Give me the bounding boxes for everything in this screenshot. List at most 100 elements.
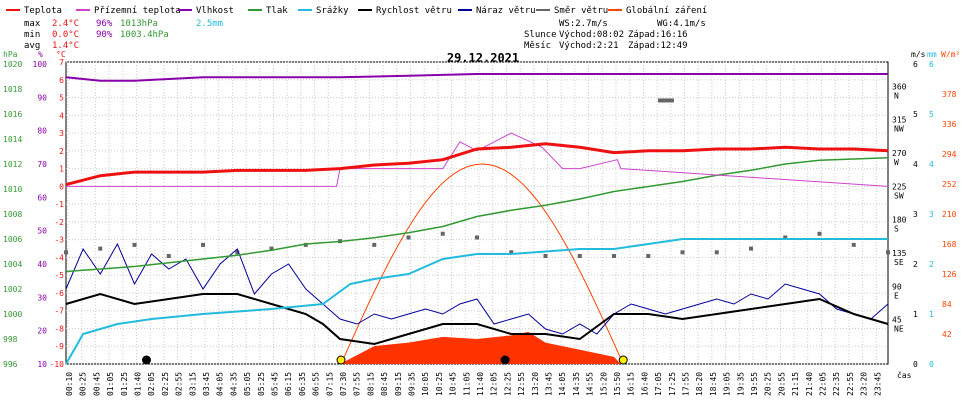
wind-dir-point — [714, 250, 719, 255]
tick-pct: 50 — [37, 227, 47, 236]
tick-time: 02:05 — [147, 372, 156, 396]
tick-c: -2 — [54, 218, 64, 227]
tick-time: 00:25 — [79, 372, 88, 396]
tick-time: 11:40 — [476, 372, 485, 396]
stats-max-rain: 2.5mm — [196, 19, 223, 29]
stats-min-hum: 90% — [96, 30, 113, 40]
tick-time: 01:25 — [120, 372, 129, 396]
tick-dir-letter: S — [894, 225, 899, 234]
tick-dir-letter: NE — [894, 325, 904, 334]
series-srazky — [65, 238, 888, 365]
tick-time: 20:55 — [777, 372, 786, 396]
wind-dir-point — [543, 254, 548, 258]
tick-time: 21:40 — [805, 372, 814, 396]
tick-hpa: 1002 — [3, 285, 22, 294]
tick-time: 10:25 — [435, 372, 444, 396]
tick-time: 06:35 — [298, 372, 307, 396]
tick-time: 16:40 — [640, 372, 649, 396]
tick-wm2: 252 — [942, 180, 957, 189]
series-teplota — [65, 142, 889, 187]
series-naraz — [65, 242, 889, 335]
wind-dir-point — [98, 246, 103, 251]
tick-c: 6 — [59, 76, 64, 85]
legend-smer: Směr větru — [554, 6, 608, 16]
tick-ms: 5 — [913, 110, 918, 119]
legend-naraz: Náraz větru — [476, 6, 536, 16]
info-moonset: Západ:12:49 — [628, 41, 688, 51]
tick-time: 08:15 — [366, 372, 375, 396]
unit-mm: mm — [927, 50, 937, 59]
stats-max-press: 1013hPa — [120, 19, 158, 29]
tick-dir-letter: NW — [894, 125, 904, 134]
tick-c: -9 — [54, 342, 64, 351]
tick-pct: 60 — [37, 193, 47, 202]
tick-c: -4 — [54, 253, 64, 262]
tick-c: -3 — [54, 236, 64, 245]
wind-dir-point — [749, 246, 753, 251]
info-sunset: Západ:16:16 — [628, 30, 688, 40]
tick-pct: 80 — [37, 127, 47, 136]
tick-dir: 90 — [892, 282, 902, 291]
tick-c: -7 — [54, 307, 64, 316]
unit-ms: m/s — [911, 50, 926, 59]
tick-time: 01:05 — [106, 372, 115, 396]
legend-rychlost: Rychlost větru — [376, 6, 452, 16]
tick-mm: 3 — [929, 210, 934, 219]
info-moonrise: Východ:2:21 — [559, 41, 619, 51]
tick-time: 20:25 — [764, 372, 773, 396]
tick-hpa: 1014 — [3, 135, 22, 144]
tick-ms: 4 — [913, 160, 918, 169]
legend-prizemni: Přízemní teplota — [94, 6, 181, 16]
info-wg: WG:4.1m/s — [657, 19, 706, 29]
wind-dir-point — [201, 242, 205, 247]
tick-time: 14:35 — [572, 372, 581, 396]
wind-dir-point — [440, 231, 445, 236]
tick-mm: 6 — [929, 60, 934, 69]
tick-time: 21:15 — [791, 372, 800, 396]
tick-wm2: 294 — [942, 150, 957, 159]
tick-c: 2 — [59, 147, 64, 156]
legend: Teplota Přízemní teplota Vlhkost Tlak Sr… — [6, 6, 707, 16]
tick-hpa: 1020 — [3, 60, 22, 69]
tick-pct: 20 — [37, 327, 47, 336]
wind-dir-point — [817, 231, 822, 236]
wind-dir-point — [509, 250, 514, 255]
stats-min-label: min — [24, 30, 40, 40]
wind-dir-point — [372, 242, 377, 247]
tick-hpa: 1010 — [3, 185, 22, 194]
tick-time: 10:05 — [421, 372, 430, 396]
tick-dir: 180 — [892, 216, 907, 225]
tick-time: 09:35 — [408, 372, 417, 396]
tick-hpa: 1008 — [3, 210, 22, 219]
wind-dir-point — [577, 254, 582, 258]
tick-pct: 100 — [33, 60, 48, 69]
stats-max-hum: 96% — [96, 19, 113, 29]
info-moon-label: Měsíc — [524, 41, 551, 51]
tick-time: 02:55 — [175, 372, 184, 396]
series-tlak — [65, 157, 889, 273]
sunrise-marker — [336, 355, 346, 365]
wind-dir-point — [132, 242, 137, 247]
tick-dir: 315 — [892, 116, 907, 125]
legend-vlhkost: Vlhkost — [196, 6, 234, 16]
legend-zareni: Globální záření — [626, 6, 707, 16]
tick-wm2: 336 — [942, 120, 957, 129]
tick-time: 02:25 — [161, 372, 170, 396]
tick-c: -1 — [54, 200, 64, 209]
tick-c: -8 — [54, 324, 64, 333]
info-panel: WS:2.7m/s WG:4.1m/s Slunce Východ:08:02 … — [524, 19, 706, 51]
tick-dir: 135 — [892, 249, 907, 258]
tick-hpa: 998 — [3, 335, 18, 344]
tick-dir-letter: SW — [894, 191, 904, 200]
tick-time: 10:45 — [449, 372, 458, 396]
series-zareni — [340, 331, 621, 364]
tick-dir-letter: E — [894, 291, 899, 300]
tick-mm: 2 — [929, 260, 934, 269]
tick-time: 13:20 — [531, 372, 540, 396]
stats-avg-label: avg — [24, 41, 40, 51]
tick-dir-letter: N — [894, 91, 899, 100]
tick-wm2: 210 — [942, 210, 957, 219]
legend-tlak: Tlak — [266, 6, 288, 16]
plot-frame — [65, 61, 889, 365]
tick-time: 01:40 — [134, 372, 143, 396]
